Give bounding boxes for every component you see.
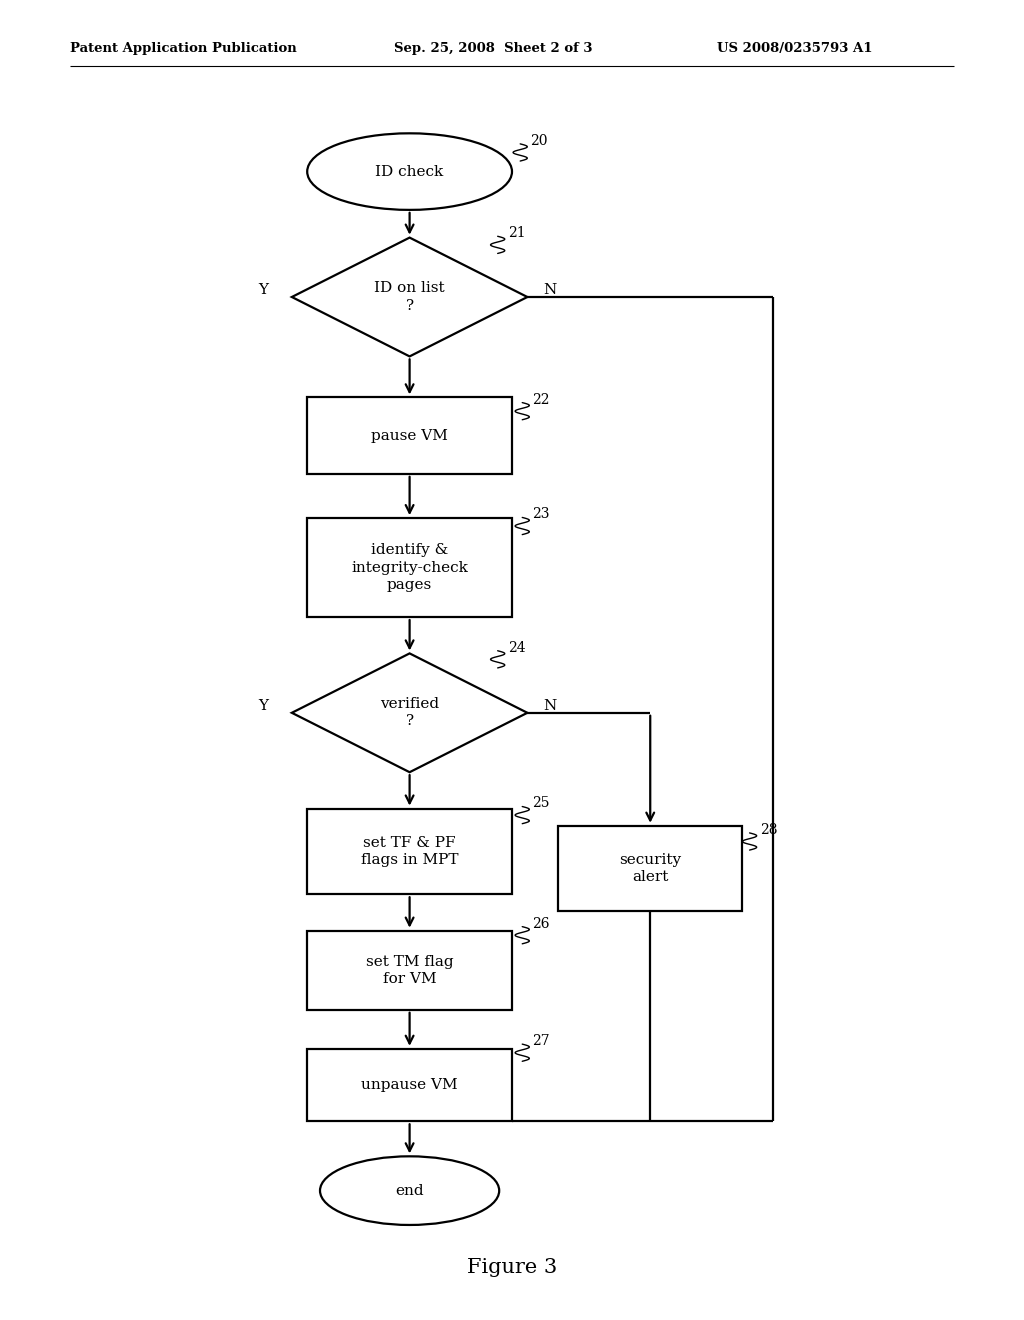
- Text: N: N: [544, 700, 556, 713]
- Text: Figure 3: Figure 3: [467, 1258, 557, 1276]
- Text: 24: 24: [508, 640, 525, 655]
- Text: end: end: [395, 1184, 424, 1197]
- Text: 27: 27: [532, 1034, 550, 1048]
- Text: verified
?: verified ?: [380, 697, 439, 729]
- Text: pause VM: pause VM: [371, 429, 449, 442]
- Text: Y: Y: [258, 284, 268, 297]
- Text: 26: 26: [532, 916, 550, 931]
- Bar: [558, 826, 742, 911]
- Text: US 2008/0235793 A1: US 2008/0235793 A1: [717, 42, 872, 55]
- Text: 25: 25: [532, 796, 550, 810]
- Bar: [307, 1048, 512, 1122]
- Text: ID check: ID check: [376, 165, 443, 178]
- Text: ID on list
?: ID on list ?: [375, 281, 444, 313]
- Bar: [307, 397, 512, 474]
- Text: set TM flag
for VM: set TM flag for VM: [366, 954, 454, 986]
- Text: 28: 28: [760, 822, 777, 837]
- Bar: [307, 808, 512, 895]
- Text: Sep. 25, 2008  Sheet 2 of 3: Sep. 25, 2008 Sheet 2 of 3: [394, 42, 593, 55]
- Text: identify &
integrity-check
pages: identify & integrity-check pages: [351, 544, 468, 591]
- Text: 20: 20: [530, 133, 548, 148]
- Text: 22: 22: [532, 392, 550, 407]
- Bar: [307, 519, 512, 618]
- Text: Patent Application Publication: Patent Application Publication: [70, 42, 296, 55]
- Text: N: N: [544, 284, 556, 297]
- Text: 21: 21: [508, 226, 525, 240]
- Text: unpause VM: unpause VM: [361, 1078, 458, 1092]
- Text: set TF & PF
flags in MPT: set TF & PF flags in MPT: [360, 836, 459, 867]
- Text: Y: Y: [258, 700, 268, 713]
- Text: security
alert: security alert: [620, 853, 681, 884]
- Bar: [307, 931, 512, 1010]
- Text: 23: 23: [532, 507, 550, 521]
